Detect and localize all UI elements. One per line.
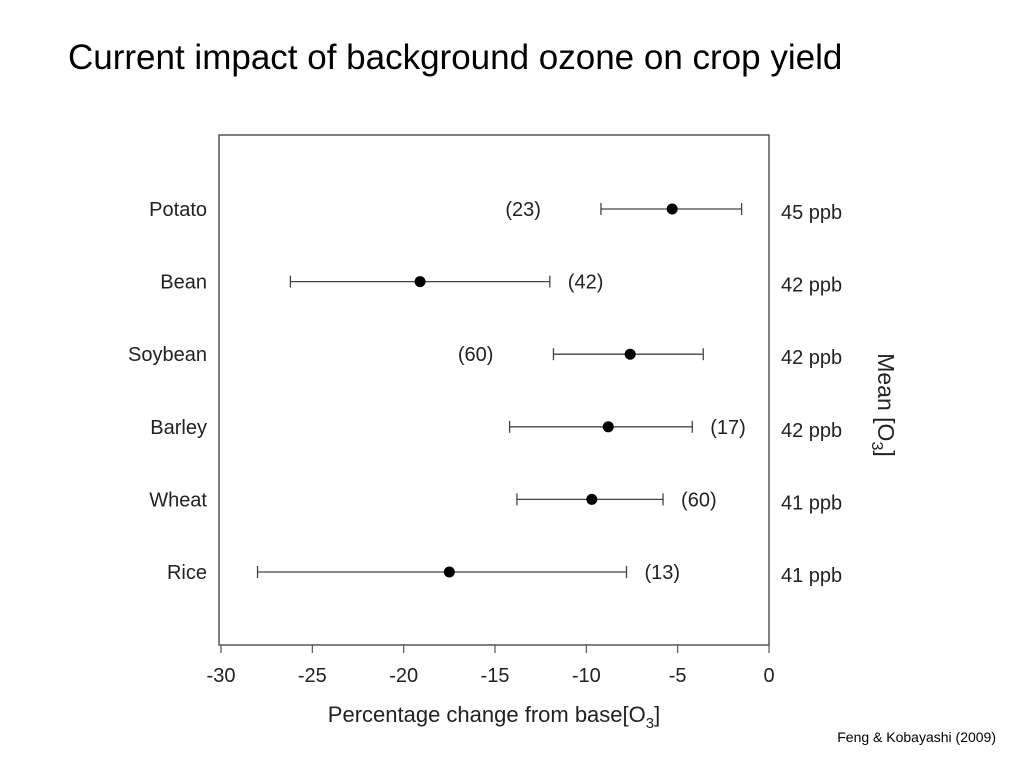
category-label: Rice: [167, 562, 207, 584]
category-label: Potato: [149, 199, 207, 221]
x-axis-label: Percentage change from base[O3]: [328, 702, 660, 732]
x-tick-label: -30: [207, 665, 236, 687]
x-axis-label-text: Percentage change from base[O: [328, 702, 646, 727]
ozone-concentration-label: 45 ppb: [781, 202, 842, 224]
ozone-concentration-label: 42 ppb: [781, 275, 842, 297]
x-axis-label-subscript: 3: [646, 715, 654, 732]
sample-count-label: (60): [458, 344, 494, 366]
mean-point: [586, 493, 598, 505]
right-axis-label-suffix: ]: [873, 450, 899, 456]
ozone-concentration-label: 41 ppb: [781, 565, 842, 587]
x-tick-label: -10: [572, 665, 601, 687]
category-label: Barley: [150, 417, 207, 439]
ozone-concentration-label: 42 ppb: [781, 347, 842, 369]
sample-count-label: (23): [505, 199, 541, 221]
mean-point: [624, 348, 636, 360]
x-tick-label: -20: [389, 665, 418, 687]
citation: Feng & Kobayashi (2009): [837, 729, 996, 745]
category-label: Wheat: [149, 489, 207, 511]
x-tick-label: -15: [481, 665, 510, 687]
x-tick-label: 0: [763, 665, 774, 687]
right-axis-label: Mean [O3]: [868, 353, 899, 457]
x-tick-label: -5: [669, 665, 687, 687]
mean-point: [602, 421, 614, 433]
slide-title: Current impact of background ozone on cr…: [68, 38, 843, 77]
ozone-concentration-label: 41 ppb: [781, 492, 842, 514]
x-axis: -30 -25 -20 -15 -10 -5 0: [207, 645, 775, 687]
plot-area-frame: [218, 134, 770, 646]
ozone-concentration-label: 42 ppb: [781, 420, 842, 442]
mean-point: [443, 566, 455, 578]
category-label: Soybean: [128, 344, 207, 366]
data-marks: Potato (23) 45 ppb Bean (42) 42 ppb Soybean (60…: [128, 199, 842, 587]
x-tick-label: -25: [298, 665, 327, 687]
sample-count-label: (42): [568, 272, 604, 294]
mean-point: [666, 203, 678, 215]
category-label: Bean: [160, 272, 207, 294]
right-axis-label-subscript: 3: [868, 441, 885, 450]
sample-count-label: (60): [681, 489, 717, 511]
mean-point: [414, 276, 426, 288]
sample-count-label: (13): [645, 562, 681, 584]
x-axis-label-suffix: ]: [654, 702, 660, 727]
right-axis-label-text: Mean [O: [873, 353, 899, 441]
sample-count-label: (17): [710, 417, 746, 439]
